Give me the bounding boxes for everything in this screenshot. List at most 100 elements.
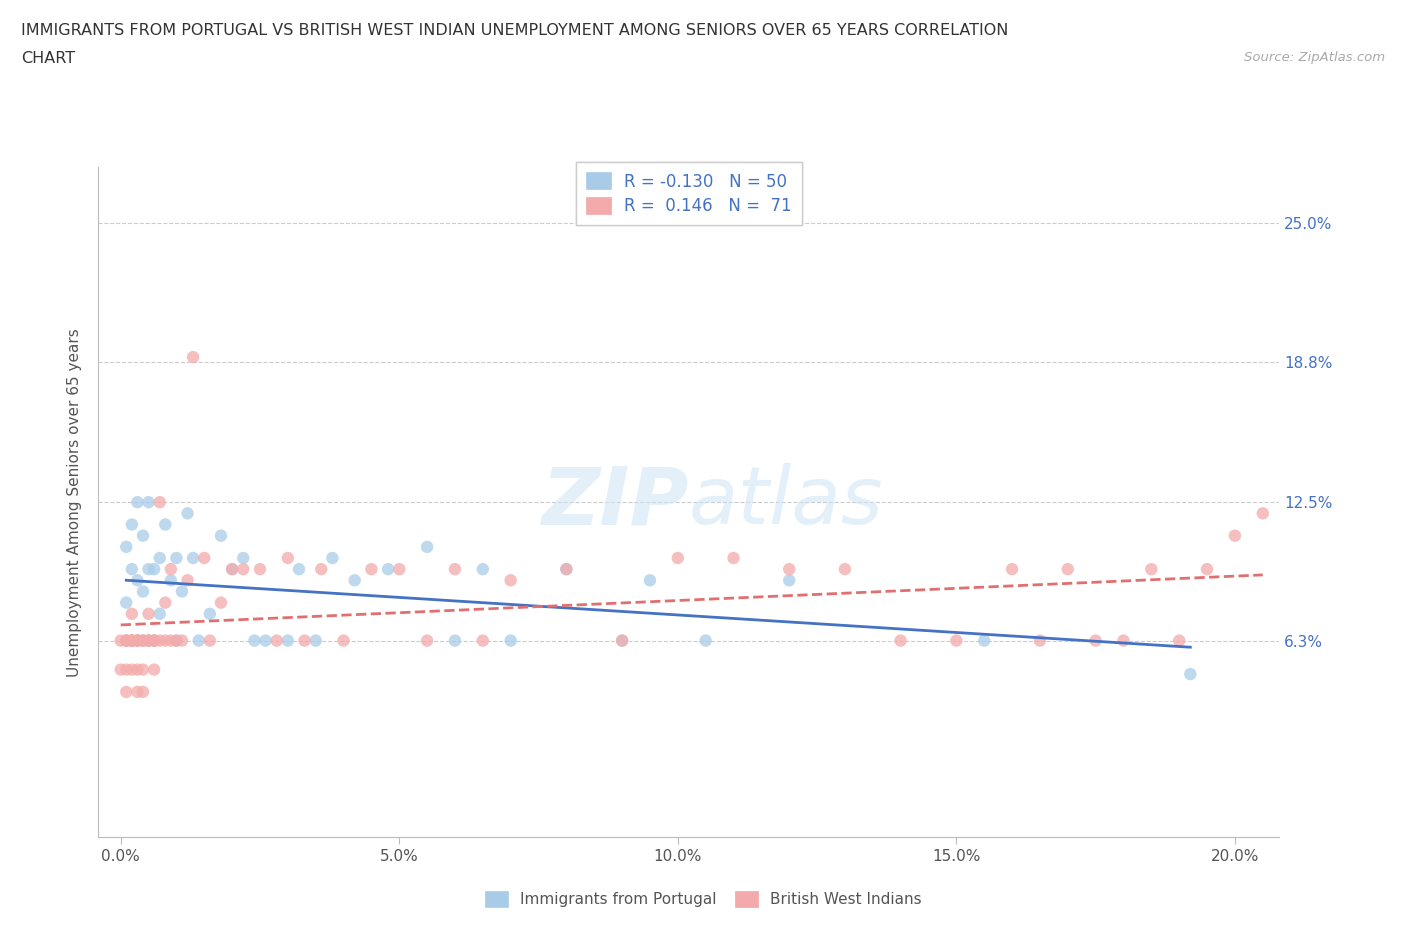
Point <box>294 633 316 648</box>
Point <box>165 551 187 565</box>
Point <box>778 562 800 577</box>
Point <box>416 539 439 554</box>
Point <box>360 562 382 577</box>
Point <box>121 633 143 648</box>
Point <box>165 633 187 648</box>
Point <box>143 633 166 648</box>
Point <box>127 684 149 699</box>
Point <box>1084 633 1107 648</box>
Point <box>332 633 354 648</box>
Point <box>1168 633 1191 648</box>
Point <box>165 633 187 648</box>
Point <box>181 551 204 565</box>
Point <box>723 551 745 565</box>
Point <box>127 573 149 588</box>
Point <box>127 633 149 648</box>
Point <box>834 562 856 577</box>
Point <box>155 595 177 610</box>
Point <box>444 562 467 577</box>
Point <box>138 633 160 648</box>
Point <box>160 633 183 648</box>
Point <box>132 633 155 648</box>
Point <box>499 573 522 588</box>
Point <box>499 633 522 648</box>
Point <box>115 633 138 648</box>
Point <box>277 633 299 648</box>
Text: Source: ZipAtlas.com: Source: ZipAtlas.com <box>1244 51 1385 64</box>
Point <box>321 551 343 565</box>
Point <box>277 551 299 565</box>
Point <box>610 633 633 648</box>
Point <box>973 633 995 648</box>
Point <box>266 633 288 648</box>
Point <box>198 633 221 648</box>
Point <box>127 633 149 648</box>
Point <box>143 562 166 577</box>
Point <box>160 562 183 577</box>
Point <box>149 551 172 565</box>
Legend: R = -0.130   N = 50, R =  0.146   N =  71: R = -0.130 N = 50, R = 0.146 N = 71 <box>576 163 801 225</box>
Point <box>132 684 155 699</box>
Point <box>695 633 717 648</box>
Point <box>149 495 172 510</box>
Point <box>143 633 166 648</box>
Point <box>249 562 271 577</box>
Point <box>1180 667 1202 682</box>
Point <box>176 573 198 588</box>
Point <box>127 633 149 648</box>
Point <box>115 633 138 648</box>
Point <box>121 517 143 532</box>
Point <box>170 584 193 599</box>
Point <box>232 551 254 565</box>
Point <box>115 539 138 554</box>
Point <box>221 562 243 577</box>
Point <box>209 528 232 543</box>
Point <box>115 595 138 610</box>
Point <box>176 506 198 521</box>
Point <box>1001 562 1024 577</box>
Point <box>138 606 160 621</box>
Point <box>1195 562 1218 577</box>
Point <box>444 633 467 648</box>
Point <box>221 562 243 577</box>
Point <box>115 662 138 677</box>
Point <box>121 633 143 648</box>
Point <box>343 573 366 588</box>
Point <box>1112 633 1135 648</box>
Point <box>149 606 172 621</box>
Point <box>1056 562 1078 577</box>
Point <box>232 562 254 577</box>
Point <box>138 633 160 648</box>
Point <box>121 606 143 621</box>
Point <box>160 573 183 588</box>
Point <box>132 528 155 543</box>
Point <box>132 633 155 648</box>
Point <box>110 633 132 648</box>
Point <box>121 662 143 677</box>
Point <box>778 573 800 588</box>
Text: IMMIGRANTS FROM PORTUGAL VS BRITISH WEST INDIAN UNEMPLOYMENT AMONG SENIORS OVER : IMMIGRANTS FROM PORTUGAL VS BRITISH WEST… <box>21 23 1008 38</box>
Point <box>1251 506 1274 521</box>
Point <box>132 662 155 677</box>
Point <box>187 633 209 648</box>
Point <box>143 633 166 648</box>
Point <box>666 551 689 565</box>
Point <box>555 562 578 577</box>
Point <box>138 495 160 510</box>
Point <box>416 633 439 648</box>
Point <box>121 633 143 648</box>
Point <box>127 662 149 677</box>
Point <box>115 684 138 699</box>
Point <box>121 633 143 648</box>
Point <box>143 662 166 677</box>
Point <box>138 562 160 577</box>
Point <box>1029 633 1052 648</box>
Y-axis label: Unemployment Among Seniors over 65 years: Unemployment Among Seniors over 65 years <box>67 328 83 677</box>
Point <box>198 606 221 621</box>
Point <box>181 350 204 365</box>
Point <box>309 562 332 577</box>
Point <box>305 633 328 648</box>
Point <box>638 573 661 588</box>
Point <box>155 517 177 532</box>
Point <box>1223 528 1246 543</box>
